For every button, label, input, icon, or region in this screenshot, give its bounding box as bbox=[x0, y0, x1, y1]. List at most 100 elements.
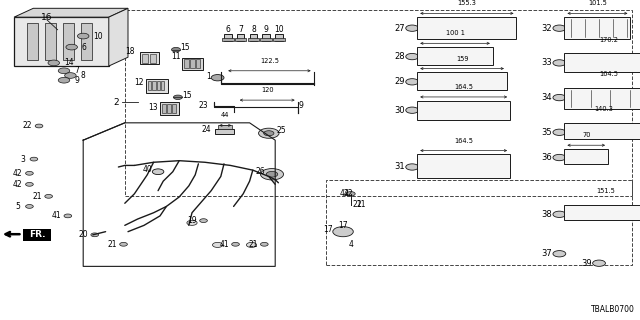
Bar bbox=[417, 154, 510, 178]
Text: 21: 21 bbox=[357, 200, 366, 209]
Bar bbox=[417, 101, 510, 120]
Circle shape bbox=[593, 260, 605, 266]
Circle shape bbox=[26, 182, 33, 186]
Bar bbox=[417, 17, 516, 39]
Text: 151.5: 151.5 bbox=[596, 188, 616, 194]
Bar bbox=[182, 58, 203, 70]
Bar bbox=[250, 35, 257, 41]
Text: 140.3: 140.3 bbox=[594, 106, 613, 112]
Circle shape bbox=[77, 33, 89, 39]
Text: 31: 31 bbox=[394, 163, 405, 172]
Circle shape bbox=[65, 73, 76, 78]
Text: 39: 39 bbox=[581, 259, 592, 268]
Text: 21: 21 bbox=[248, 240, 257, 249]
Bar bbox=[218, 125, 232, 129]
Circle shape bbox=[553, 211, 566, 218]
Bar bbox=[14, 17, 109, 66]
Bar bbox=[235, 38, 246, 41]
Circle shape bbox=[346, 192, 355, 196]
Text: 14: 14 bbox=[64, 58, 74, 68]
Text: 42: 42 bbox=[13, 180, 23, 189]
Circle shape bbox=[173, 95, 182, 100]
Polygon shape bbox=[109, 8, 128, 66]
Text: 8: 8 bbox=[81, 71, 85, 80]
Text: 42: 42 bbox=[344, 189, 354, 198]
Text: 34: 34 bbox=[541, 93, 552, 102]
Circle shape bbox=[58, 68, 70, 74]
Text: 8: 8 bbox=[251, 25, 256, 34]
Bar bbox=[564, 17, 630, 39]
Text: 12: 12 bbox=[134, 78, 143, 87]
Circle shape bbox=[45, 195, 52, 198]
Bar bbox=[45, 23, 56, 60]
Bar bbox=[142, 54, 148, 63]
Text: 35: 35 bbox=[541, 128, 552, 137]
Circle shape bbox=[30, 157, 38, 161]
Text: 1: 1 bbox=[207, 72, 211, 81]
Bar bbox=[150, 54, 156, 63]
Circle shape bbox=[406, 107, 419, 113]
Text: 70: 70 bbox=[582, 132, 591, 138]
Circle shape bbox=[406, 164, 419, 170]
Text: 5: 5 bbox=[15, 202, 20, 211]
Text: 10: 10 bbox=[274, 25, 284, 34]
Circle shape bbox=[211, 75, 224, 81]
Circle shape bbox=[246, 242, 257, 247]
Text: 44: 44 bbox=[221, 112, 230, 118]
Circle shape bbox=[120, 242, 127, 246]
Circle shape bbox=[153, 169, 163, 174]
Circle shape bbox=[553, 129, 566, 135]
Text: 164.5: 164.5 bbox=[454, 84, 473, 90]
Text: 9: 9 bbox=[298, 101, 303, 110]
Circle shape bbox=[553, 94, 566, 101]
Bar bbox=[564, 205, 640, 220]
Bar bbox=[273, 38, 285, 41]
Bar bbox=[275, 35, 283, 41]
Bar bbox=[63, 23, 74, 60]
Bar bbox=[260, 38, 272, 41]
Text: 164.5: 164.5 bbox=[454, 138, 473, 144]
Bar bbox=[564, 88, 640, 108]
Bar bbox=[564, 53, 640, 72]
Bar bbox=[140, 52, 159, 64]
Circle shape bbox=[58, 77, 70, 83]
Text: 42: 42 bbox=[13, 169, 23, 178]
Circle shape bbox=[187, 220, 197, 225]
Circle shape bbox=[26, 204, 33, 208]
Circle shape bbox=[406, 79, 419, 85]
Bar bbox=[146, 79, 168, 92]
Text: 100 1: 100 1 bbox=[445, 30, 465, 36]
Circle shape bbox=[48, 60, 60, 66]
Bar bbox=[262, 35, 270, 41]
Circle shape bbox=[172, 47, 180, 52]
Text: FR.: FR. bbox=[29, 230, 45, 239]
Bar bbox=[417, 72, 507, 90]
Bar bbox=[190, 60, 195, 68]
Circle shape bbox=[266, 172, 278, 177]
Text: 33: 33 bbox=[541, 58, 552, 68]
Bar bbox=[564, 149, 608, 164]
FancyBboxPatch shape bbox=[23, 229, 51, 241]
Text: 101.5: 101.5 bbox=[588, 0, 607, 6]
Bar bbox=[184, 60, 189, 68]
Text: 170.2: 170.2 bbox=[600, 37, 619, 43]
Circle shape bbox=[91, 233, 99, 237]
Text: 28: 28 bbox=[394, 52, 405, 61]
Bar bbox=[125, 10, 632, 196]
Circle shape bbox=[26, 172, 33, 175]
Text: 11: 11 bbox=[171, 52, 180, 61]
Text: 10: 10 bbox=[93, 32, 103, 41]
Bar bbox=[222, 38, 234, 41]
Text: 24: 24 bbox=[202, 124, 211, 134]
Text: 38: 38 bbox=[541, 210, 552, 219]
Text: 21: 21 bbox=[352, 200, 362, 209]
Text: 9: 9 bbox=[74, 76, 79, 85]
Bar bbox=[81, 23, 92, 60]
Bar bbox=[157, 81, 160, 90]
Bar bbox=[27, 23, 38, 60]
Text: 7: 7 bbox=[238, 25, 243, 34]
Polygon shape bbox=[14, 8, 128, 17]
Circle shape bbox=[212, 242, 223, 247]
Text: 41: 41 bbox=[219, 240, 229, 249]
Text: 29: 29 bbox=[395, 77, 405, 86]
